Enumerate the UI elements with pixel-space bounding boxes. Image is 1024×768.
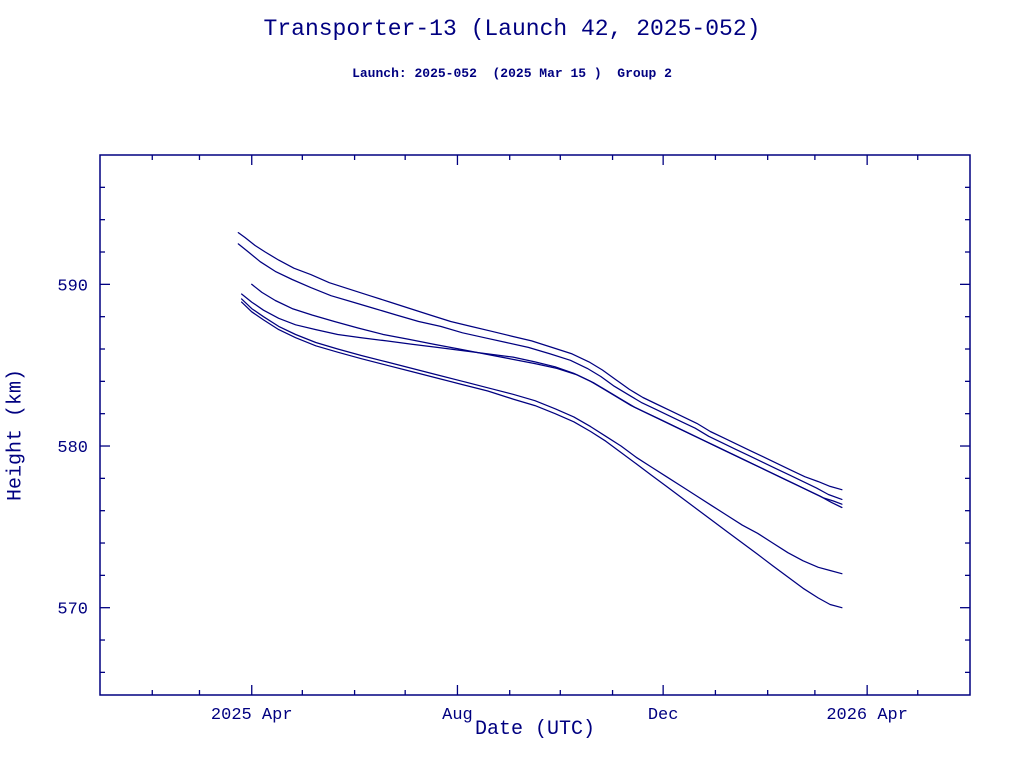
series-line-sat-4 bbox=[240, 293, 843, 509]
series-line-sat-3 bbox=[251, 283, 843, 505]
x-axis-label: Date (UTC) bbox=[474, 718, 596, 741]
y-tick-label: 580 bbox=[57, 439, 88, 458]
series-line-sat-5 bbox=[240, 298, 843, 575]
x-tick-label: 2025 Apr bbox=[211, 706, 293, 725]
y-tick-label: 590 bbox=[57, 277, 88, 296]
x-tick-label: Dec bbox=[648, 706, 679, 725]
y-tick-label: 570 bbox=[57, 601, 88, 620]
chart-title: Transporter-13 (Launch 42, 2025-052) bbox=[263, 16, 761, 42]
x-tick-label: 2026 Apr bbox=[826, 706, 908, 725]
plot-frame bbox=[99, 154, 971, 696]
series-line-sat-1 bbox=[237, 231, 843, 491]
series-line-sat-2 bbox=[237, 243, 843, 501]
x-tick-label: Aug bbox=[442, 706, 473, 725]
chart-subtitle: Launch: 2025-052 (2025 Mar 15 ) Group 2 bbox=[352, 66, 672, 81]
series-line-sat-6 bbox=[240, 301, 843, 609]
